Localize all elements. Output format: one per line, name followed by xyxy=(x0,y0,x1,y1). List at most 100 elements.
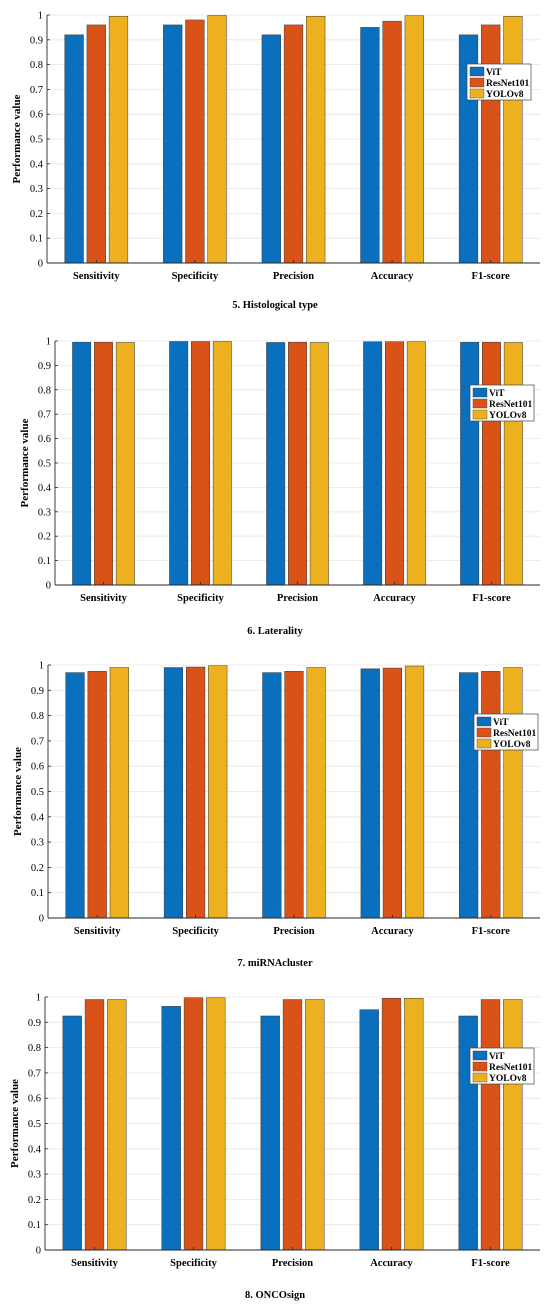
legend-swatch-yolov8 xyxy=(472,1072,488,1083)
bar-vit xyxy=(459,672,479,919)
bar-resnet101 xyxy=(282,999,303,1251)
bar-yolov8 xyxy=(109,667,129,919)
bar-yolov8 xyxy=(107,999,127,1251)
bar-vit xyxy=(65,672,85,919)
legend-swatch-resnet101 xyxy=(476,727,492,738)
y-tick-label: 0.4 xyxy=(28,1144,42,1155)
chart-caption: 6. Laterality xyxy=(247,626,303,637)
bar-yolov8 xyxy=(404,665,425,919)
bar-resnet101 xyxy=(87,671,107,919)
y-axis-label: Performance value xyxy=(19,418,31,507)
chart-caption: 7. miRNAcluster xyxy=(237,958,313,969)
x-tick-label: Precision xyxy=(272,1258,313,1269)
x-tick-label: Precision xyxy=(273,271,314,282)
legend-swatch-yolov8 xyxy=(476,738,492,749)
bar-resnet101 xyxy=(185,19,205,264)
bar-resnet101 xyxy=(381,998,402,1251)
bar-vit xyxy=(161,1006,181,1251)
bar-resnet101 xyxy=(385,341,404,586)
bar-vit xyxy=(169,341,189,586)
y-tick-label: 0.8 xyxy=(38,385,51,396)
legend-swatch-vit xyxy=(476,716,492,727)
y-tick-label: 0.8 xyxy=(28,1043,41,1054)
y-tick-label: 0.6 xyxy=(38,434,51,445)
bar-vit xyxy=(460,341,480,586)
x-tick-label: Specificity xyxy=(172,926,219,937)
bar-yolov8 xyxy=(404,15,424,264)
x-tick-label: Accuracy xyxy=(373,593,416,604)
y-tick-label: 0 xyxy=(38,259,43,270)
legend-label: YOLOv8 xyxy=(489,411,527,421)
bar-resnet101 xyxy=(382,20,402,264)
bar-yolov8 xyxy=(404,998,424,1251)
y-tick-label: 0.7 xyxy=(30,85,43,96)
y-tick-label: 0.5 xyxy=(30,135,43,146)
bar-resnet101 xyxy=(186,666,206,919)
y-axis-label: Performance value xyxy=(12,747,24,836)
bar-yolov8 xyxy=(406,341,426,586)
y-tick-label: 0.6 xyxy=(30,110,43,121)
y-tick-label: 1 xyxy=(36,993,41,1004)
bar-yolov8 xyxy=(115,342,135,586)
bar-resnet101 xyxy=(284,671,304,919)
x-tick-label: Precision xyxy=(277,593,318,604)
x-tick-label: Sensitivity xyxy=(74,926,121,937)
bar-vit xyxy=(163,24,183,264)
legend-swatch-vit xyxy=(469,66,485,77)
legend-swatch-resnet101 xyxy=(469,77,485,88)
bar-vit xyxy=(262,672,282,919)
bar-resnet101 xyxy=(481,671,501,919)
y-tick-label: 1 xyxy=(38,11,43,22)
bar-resnet101 xyxy=(481,24,501,264)
legend-label: ResNet101 xyxy=(489,1063,533,1073)
bar-vit xyxy=(363,341,383,586)
y-tick-label: 0.8 xyxy=(30,60,43,71)
bar-vit xyxy=(360,27,380,264)
y-tick-label: 0.8 xyxy=(31,711,44,722)
bar-vit xyxy=(266,342,286,586)
y-tick-label: 0.1 xyxy=(38,556,51,567)
bar-vit xyxy=(359,1009,379,1251)
bar-yolov8 xyxy=(306,15,326,264)
bar-resnet101 xyxy=(480,999,501,1251)
y-axis-label: Performance value xyxy=(11,94,23,183)
y-tick-label: 0.2 xyxy=(30,209,43,220)
x-tick-label: F1-score xyxy=(472,926,511,937)
bar-yolov8 xyxy=(208,665,228,919)
y-tick-label: 0.2 xyxy=(28,1195,41,1206)
chart-caption: 5. Histological type xyxy=(232,300,318,311)
x-tick-label: F1-score xyxy=(472,271,511,282)
legend-label: ViT xyxy=(489,1052,505,1062)
y-tick-label: 0 xyxy=(36,1246,41,1257)
y-tick-label: 0.4 xyxy=(31,812,45,823)
y-tick-label: 0.1 xyxy=(31,888,44,899)
bar-resnet101 xyxy=(84,999,105,1251)
legend-label: ResNet101 xyxy=(489,400,533,410)
legend-label: YOLOv8 xyxy=(493,740,531,750)
y-tick-label: 0.2 xyxy=(38,532,51,543)
y-tick-label: 0.5 xyxy=(38,459,51,470)
bar-resnet101 xyxy=(283,24,304,264)
bar-vit xyxy=(360,668,380,919)
x-tick-label: Accuracy xyxy=(371,926,414,937)
legend-swatch-resnet101 xyxy=(472,398,488,409)
bar-vit xyxy=(163,667,184,919)
y-tick-label: 0.9 xyxy=(38,361,51,372)
bar-chart: 0 0.1 0.2 0.3 0.4 0.5 0.6 0.7 0.8 0.9 1 Sensitivity… xyxy=(11,11,540,282)
legend-label: ResNet101 xyxy=(486,79,530,89)
y-tick-label: 0.7 xyxy=(31,736,44,747)
y-tick-label: 1 xyxy=(46,337,51,348)
x-tick-label: Accuracy xyxy=(370,1258,413,1269)
bar-resnet101 xyxy=(288,341,307,586)
y-tick-label: 0.3 xyxy=(28,1170,41,1181)
legend-swatch-yolov8 xyxy=(469,88,485,99)
bar-resnet101 xyxy=(183,997,204,1251)
bar-chart: 0 0.1 0.2 0.3 0.4 0.5 0.6 0.7 0.8 0.9 1 Sensitivity… xyxy=(19,337,540,604)
y-tick-label: 0.2 xyxy=(31,863,44,874)
y-tick-label: 0 xyxy=(46,581,51,592)
y-tick-label: 0.4 xyxy=(30,159,44,170)
chart-panel-laterality: 0 0.1 0.2 0.3 0.4 0.5 0.6 0.7 0.8 0.9 1 Sensitivity… xyxy=(0,330,550,650)
bar-yolov8 xyxy=(503,999,523,1251)
